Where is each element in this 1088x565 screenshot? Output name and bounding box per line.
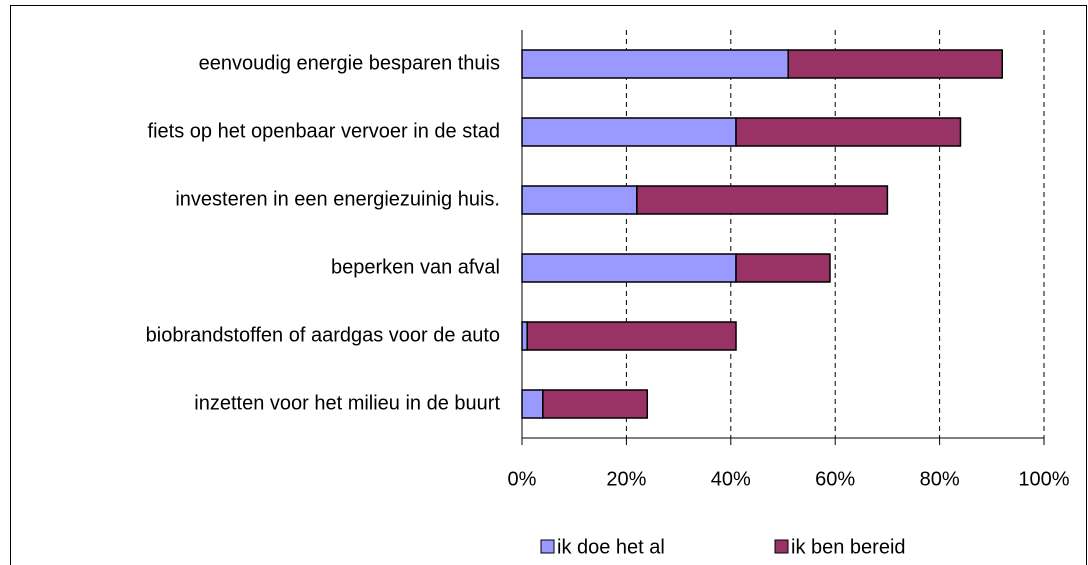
bar-segment — [521, 117, 737, 147]
x-tick-label: 20% — [606, 468, 646, 490]
bar-segment — [521, 185, 638, 215]
legend-label: ik ben bereid — [791, 536, 906, 558]
legend-swatch — [540, 539, 555, 554]
legend-swatch — [774, 539, 789, 554]
x-tick-label: 0% — [508, 468, 537, 490]
bar-segment — [735, 253, 831, 283]
y-tick-label: beperken van afval — [331, 256, 500, 278]
bar-segment — [521, 49, 789, 79]
y-tick-label: investeren in een energiezuinig huis. — [175, 188, 500, 210]
chart-frame — [10, 5, 1087, 565]
bar-segment — [521, 253, 737, 283]
x-tick-label: 100% — [1018, 468, 1069, 490]
bar-segment — [521, 321, 528, 351]
bar-segment — [787, 49, 1003, 79]
bar-segment — [735, 117, 962, 147]
y-tick-label: eenvoudig energie besparen thuis — [199, 52, 500, 74]
bar-segment — [521, 389, 544, 419]
legend-label: ik doe het al — [557, 536, 665, 558]
x-tick-label: 40% — [711, 468, 751, 490]
bar-segment — [542, 389, 649, 419]
y-tick-label: biobrandstoffen of aardgas voor de auto — [146, 324, 500, 346]
x-tick-label: 60% — [815, 468, 855, 490]
y-tick-label: inzetten voor het milieu in de buurt — [194, 392, 500, 414]
bar-segment — [526, 321, 737, 351]
x-tick-label: 80% — [920, 468, 960, 490]
y-tick-label: fiets op het openbaar vervoer in de stad — [148, 120, 500, 142]
bar-segment — [636, 185, 889, 215]
